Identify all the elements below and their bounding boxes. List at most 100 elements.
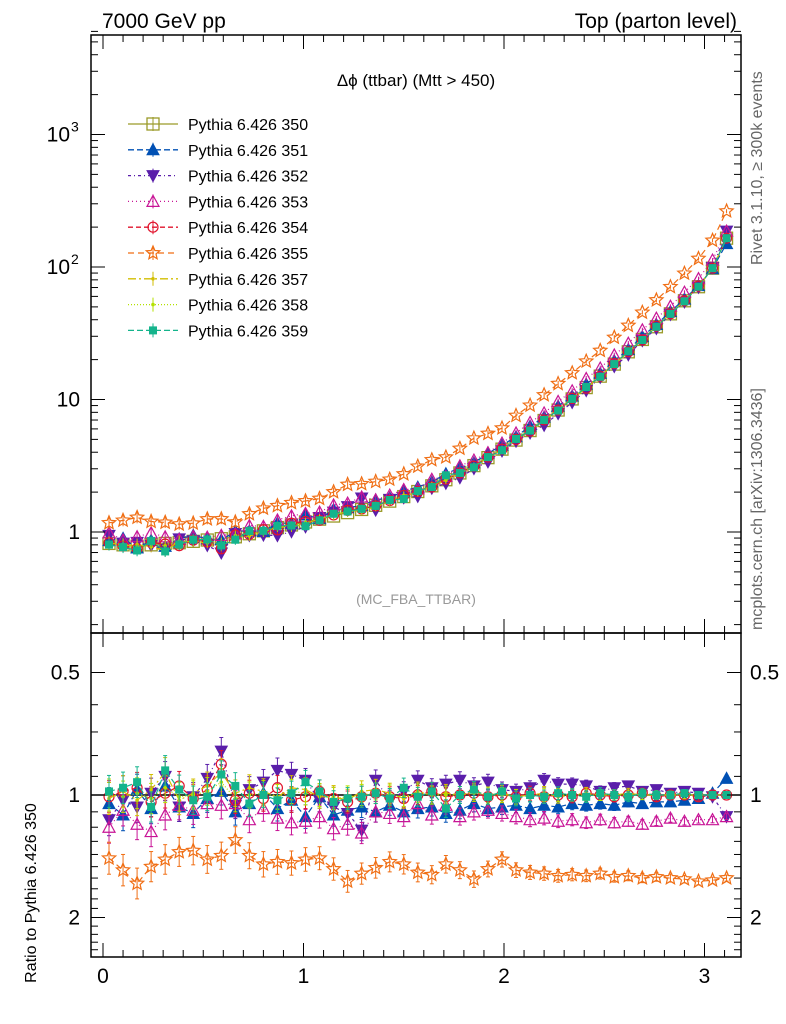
main-data-point: [582, 383, 591, 392]
main-data-point: [680, 297, 689, 306]
ratio-data-point: [676, 870, 693, 887]
ratio-data-point: [551, 778, 565, 792]
ratio-data-point: [592, 865, 609, 881]
main-data-point: [339, 475, 356, 492]
main-data-point: [596, 372, 605, 381]
ratio-data-point: [315, 787, 324, 796]
ratio-data-point: [273, 796, 282, 805]
side-label-mcplots: mcplots.cern.ch [arXiv:1306.3436]: [749, 388, 766, 630]
legend-label: Pythia 6.426 359: [188, 323, 308, 340]
ratio-data-point: [241, 847, 258, 863]
ratio-data-point: [242, 812, 257, 826]
ratio-data-point: [708, 791, 717, 799]
ratio-ytick-label-right: 2: [750, 907, 762, 930]
ratio-data-point: [523, 812, 538, 826]
main-data-point: [662, 278, 679, 294]
ratio-data-point: [610, 791, 619, 799]
ratio-data-point: [399, 783, 408, 792]
ratio-data-point: [427, 787, 436, 796]
ratio-data-point: [483, 792, 492, 801]
main-data-point: [554, 406, 563, 415]
legend-marker: [146, 170, 160, 183]
main-data-point: [426, 481, 438, 493]
main-data-point: [241, 505, 258, 521]
legend-marker: [151, 302, 155, 307]
main-data-point: [455, 468, 464, 477]
ratio-ytick-label-right: 0.5: [750, 662, 779, 685]
legend-label: Pythia 6.426 355: [188, 246, 308, 263]
main-data-point: [493, 419, 511, 436]
ratio-data-point: [479, 860, 497, 876]
ratio-data-point: [357, 792, 366, 801]
ratio-data-point: [312, 809, 327, 823]
main-data-point: [512, 434, 521, 443]
main-data-point: [367, 473, 384, 489]
ratio-data-point: [705, 812, 720, 826]
main-data-point: [607, 347, 622, 361]
analysis-label: (MC_FBA_TTBAR): [356, 591, 476, 607]
main-data-point: [413, 486, 422, 495]
ratio-data-point: [186, 802, 201, 816]
main-data-point: [163, 543, 167, 548]
ratio-data-point: [326, 821, 341, 835]
legend-label: Pythia 6.426 350: [188, 117, 308, 134]
ratio-data-point: [340, 816, 355, 830]
ratio-series-line: [108, 781, 727, 800]
ratio-data-point: [465, 870, 483, 887]
main-data-point: [521, 396, 539, 413]
ratio-data-point: [354, 825, 369, 839]
main-data-point: [677, 284, 692, 298]
ratio-data-point: [551, 813, 566, 827]
ratio-data-point: [635, 796, 650, 810]
ratio-data-point: [663, 794, 678, 808]
main-data-point: [114, 511, 132, 528]
main-data-point: [622, 346, 634, 358]
main-data-point: [664, 308, 677, 320]
ratio-data-point: [621, 813, 636, 827]
main-data-point: [427, 483, 436, 492]
main-data-point: [526, 426, 535, 435]
ratio-data-point: [662, 869, 679, 885]
main-data-point: [636, 334, 648, 346]
ratio-data-point: [413, 792, 422, 801]
main-series-line: [108, 237, 728, 553]
ratio-data-point: [423, 866, 441, 882]
main-data-point: [128, 508, 146, 525]
ratio-data-point: [550, 867, 567, 883]
ratio-ytick-label-right: 1: [750, 784, 762, 807]
main-data-point: [315, 516, 324, 525]
ratio-data-point: [395, 855, 412, 872]
ratio-data-point: [325, 860, 342, 876]
ratio-data-point: [648, 868, 665, 884]
ratio-data-point: [116, 802, 131, 816]
main-data-point: [175, 540, 184, 549]
ratio-data-point: [368, 804, 383, 818]
main-data-point: [592, 342, 609, 358]
ratio-data-point: [579, 780, 594, 793]
ratio-data-point: [466, 804, 481, 818]
ratio-data-point: [245, 799, 254, 808]
main-data-point: [311, 490, 328, 506]
main-series-line: [108, 230, 728, 554]
main-data-point: [354, 489, 369, 503]
ratio-data-point: [409, 863, 426, 880]
ratio-data-point: [199, 850, 216, 867]
main-data-point: [676, 264, 693, 281]
main-ytick-label: 1: [68, 521, 80, 544]
ratio-data-point: [371, 789, 380, 798]
ratio-data-point: [217, 770, 226, 779]
data-marks: [100, 202, 735, 900]
ratio-data-point: [144, 824, 159, 838]
ratio-data-point: [231, 781, 240, 790]
legend-marker: [144, 244, 162, 260]
ratio-data-point: [270, 764, 285, 778]
main-data-point: [720, 232, 733, 244]
ratio-data-point: [175, 785, 184, 794]
main-data-point: [353, 475, 370, 491]
ratio-xtick-label: 2: [498, 965, 510, 988]
ratio-data-point: [455, 791, 464, 799]
ratio-data-point: [301, 778, 310, 787]
legend-marker: [145, 194, 161, 207]
main-data-point: [437, 448, 454, 465]
main-data-point: [100, 514, 118, 530]
